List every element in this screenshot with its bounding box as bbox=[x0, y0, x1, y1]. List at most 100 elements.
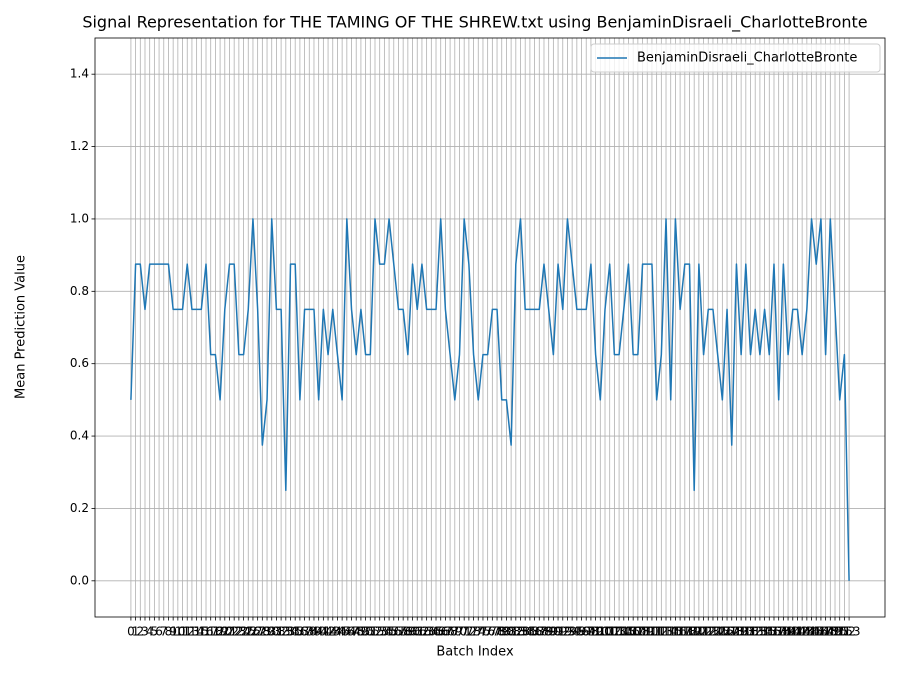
x-tick-label: 41 bbox=[316, 625, 331, 639]
x-tick-label: 113 bbox=[650, 625, 673, 639]
chart-title: Signal Representation for THE TAMING OF … bbox=[82, 13, 867, 33]
x-tick-label: 89 bbox=[541, 625, 556, 639]
x-tick-label: 128 bbox=[720, 625, 743, 639]
legend-label: BenjaminDisraeli_CharlotteBronte bbox=[637, 51, 857, 66]
x-tick-label: 87 bbox=[532, 625, 547, 639]
x-tick-label: 69 bbox=[447, 625, 462, 639]
x-tick-label: 50 bbox=[358, 625, 373, 639]
x-tick-label: 66 bbox=[433, 625, 448, 639]
x-tick-label: 86 bbox=[527, 625, 542, 639]
x-tick-label: 132 bbox=[739, 625, 762, 639]
y-tick-label: 1.4 bbox=[70, 67, 89, 81]
x-tick-label: 85 bbox=[522, 625, 537, 639]
x-axis-label: Batch Index bbox=[436, 645, 514, 660]
x-tick-label: 147 bbox=[809, 625, 832, 639]
x-tick-label: 55 bbox=[381, 625, 396, 639]
x-tick-label: 14 bbox=[189, 625, 204, 639]
x-tick-label: 25 bbox=[241, 625, 256, 639]
x-tick-label: 119 bbox=[678, 625, 701, 639]
x-tick-label: 65 bbox=[428, 625, 443, 639]
x-tick-label: 39 bbox=[306, 625, 321, 639]
x-tick-label: 27 bbox=[250, 625, 265, 639]
y-tick-label: 1.2 bbox=[70, 139, 89, 153]
x-tick-label: 112 bbox=[645, 625, 668, 639]
x-tick-label: 23 bbox=[231, 625, 246, 639]
x-tick-label: 12 bbox=[180, 625, 195, 639]
x-tick-label: 10 bbox=[170, 625, 185, 639]
x-tick-label: 58 bbox=[396, 625, 411, 639]
x-tick-label: 7 bbox=[160, 625, 168, 639]
x-tick-label: 35 bbox=[288, 625, 303, 639]
x-tick-label: 101 bbox=[594, 625, 617, 639]
x-tick-label: 76 bbox=[480, 625, 495, 639]
x-tick-label: 26 bbox=[245, 625, 260, 639]
x-tick-label: 106 bbox=[617, 625, 640, 639]
x-tick-label: 34 bbox=[283, 625, 298, 639]
x-tick-label: 152 bbox=[833, 625, 856, 639]
x-tick-label: 102 bbox=[598, 625, 621, 639]
x-tick-label: 136 bbox=[758, 625, 781, 639]
x-tick-label: 21 bbox=[222, 625, 237, 639]
x-tick-label: 72 bbox=[461, 625, 476, 639]
x-tick-label: 36 bbox=[292, 625, 307, 639]
x-tick-label: 143 bbox=[791, 625, 814, 639]
x-tick-label: 146 bbox=[805, 625, 828, 639]
x-tick-label: 16 bbox=[198, 625, 213, 639]
x-tick-label: 24 bbox=[236, 625, 251, 639]
x-tick-label: 139 bbox=[772, 625, 795, 639]
x-tick-label: 31 bbox=[269, 625, 284, 639]
x-tick-label: 151 bbox=[828, 625, 851, 639]
x-tick-label: 56 bbox=[386, 625, 401, 639]
x-tick-label: 131 bbox=[734, 625, 757, 639]
x-tick-label: 118 bbox=[673, 625, 696, 639]
y-tick-label: 1.0 bbox=[70, 211, 89, 225]
x-tick-label: 0 bbox=[127, 625, 135, 639]
x-tick-label: 133 bbox=[744, 625, 767, 639]
x-tick-label: 122 bbox=[692, 625, 715, 639]
x-tick-label: 120 bbox=[683, 625, 706, 639]
x-tick-label: 71 bbox=[457, 625, 472, 639]
x-tick-label: 3 bbox=[141, 625, 149, 639]
x-tick-label: 116 bbox=[664, 625, 687, 639]
legend-box bbox=[590, 43, 881, 73]
x-tick-label: 13 bbox=[184, 625, 199, 639]
x-tick-label: 94 bbox=[565, 625, 580, 639]
x-tick-label: 11 bbox=[175, 625, 190, 639]
x-tick-label: 109 bbox=[631, 625, 654, 639]
x-tick-label: 30 bbox=[264, 625, 279, 639]
x-tick-label: 74 bbox=[471, 625, 486, 639]
x-tick-label: 93 bbox=[560, 625, 575, 639]
x-tick-label: 129 bbox=[725, 625, 748, 639]
x-tick-label: 142 bbox=[786, 625, 809, 639]
x-tick-label: 78 bbox=[489, 625, 504, 639]
x-tick-label: 17 bbox=[203, 625, 218, 639]
x-tick-label: 6 bbox=[155, 625, 163, 639]
x-tick-label: 107 bbox=[622, 625, 645, 639]
x-tick-label: 111 bbox=[640, 625, 663, 639]
x-tick-label: 153 bbox=[838, 625, 861, 639]
x-tick-label: 134 bbox=[748, 625, 771, 639]
x-tick-label: 73 bbox=[466, 625, 481, 639]
x-tick-label: 15 bbox=[194, 625, 209, 639]
x-tick-label: 83 bbox=[513, 625, 528, 639]
x-tick-label: 79 bbox=[494, 625, 509, 639]
x-tick-label: 77 bbox=[485, 625, 500, 639]
x-tick-label: 54 bbox=[377, 625, 392, 639]
x-tick-label: 46 bbox=[339, 625, 354, 639]
x-tick-label: 130 bbox=[730, 625, 753, 639]
plot-frame bbox=[94, 37, 886, 618]
x-tick-label: 47 bbox=[344, 625, 359, 639]
x-tick-label: 150 bbox=[824, 625, 847, 639]
x-tick-label: 33 bbox=[278, 625, 293, 639]
x-tick-label: 28 bbox=[255, 625, 270, 639]
x-tick-label: 68 bbox=[442, 625, 457, 639]
x-tick-label: 29 bbox=[259, 625, 274, 639]
x-tick-label: 75 bbox=[475, 625, 490, 639]
x-tick-label: 97 bbox=[579, 625, 594, 639]
x-tick-label: 140 bbox=[777, 625, 800, 639]
x-tick-label: 124 bbox=[702, 625, 725, 639]
x-tick-label: 117 bbox=[669, 625, 692, 639]
x-tick-label: 125 bbox=[706, 625, 729, 639]
x-tick-label: 123 bbox=[697, 625, 720, 639]
